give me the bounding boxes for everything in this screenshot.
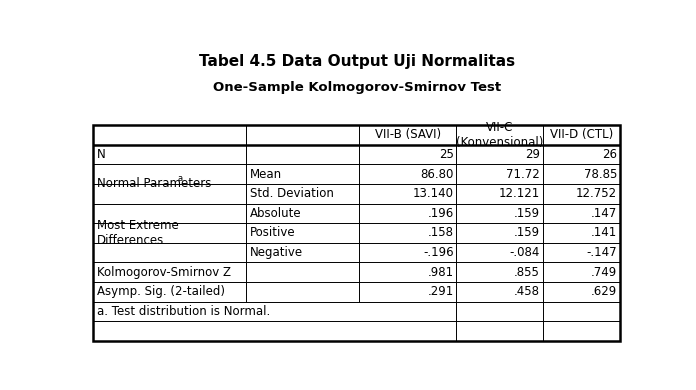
Text: .159: .159 xyxy=(514,207,540,220)
Text: 13.140: 13.140 xyxy=(413,187,454,200)
Text: Positive: Positive xyxy=(250,227,296,239)
Text: Negative: Negative xyxy=(250,246,303,259)
Text: .749: .749 xyxy=(591,266,617,279)
Text: .141: .141 xyxy=(591,227,617,239)
Text: VII-B (SAVI): VII-B (SAVI) xyxy=(375,128,441,141)
Text: 25: 25 xyxy=(439,148,454,161)
Text: Absolute: Absolute xyxy=(250,207,301,220)
Text: a: a xyxy=(177,174,182,183)
Text: Asymp. Sig. (2-tailed): Asymp. Sig. (2-tailed) xyxy=(97,285,226,298)
Text: Kolmogorov-Smirnov Z: Kolmogorov-Smirnov Z xyxy=(97,266,231,279)
Bar xyxy=(93,125,620,341)
Text: .981: .981 xyxy=(427,266,454,279)
Text: .158: .158 xyxy=(428,227,454,239)
Text: Mean: Mean xyxy=(250,168,282,181)
Text: VII-C
(Konvensional): VII-C (Konvensional) xyxy=(456,121,544,149)
Text: N: N xyxy=(97,148,106,161)
Text: Std. Deviation: Std. Deviation xyxy=(250,187,334,200)
Text: .291: .291 xyxy=(427,285,454,298)
Text: -.147: -.147 xyxy=(587,246,617,259)
Text: 26: 26 xyxy=(602,148,617,161)
Text: 78.85: 78.85 xyxy=(584,168,617,181)
Text: 29: 29 xyxy=(525,148,540,161)
Text: One-Sample Kolmogorov-Smirnov Test: One-Sample Kolmogorov-Smirnov Test xyxy=(213,82,500,94)
Text: .458: .458 xyxy=(514,285,540,298)
Text: .629: .629 xyxy=(591,285,617,298)
Text: .855: .855 xyxy=(514,266,540,279)
Text: .196: .196 xyxy=(427,207,454,220)
Text: 71.72: 71.72 xyxy=(507,168,540,181)
Text: 86.80: 86.80 xyxy=(420,168,454,181)
Text: VII-D (CTL): VII-D (CTL) xyxy=(550,128,613,141)
Text: 12.121: 12.121 xyxy=(499,187,540,200)
Text: Most Extreme
Differences: Most Extreme Differences xyxy=(97,219,179,247)
Text: -.196: -.196 xyxy=(423,246,454,259)
Text: Normal Parameters: Normal Parameters xyxy=(97,177,212,190)
Text: 12.752: 12.752 xyxy=(576,187,617,200)
Text: .147: .147 xyxy=(591,207,617,220)
Text: a. Test distribution is Normal.: a. Test distribution is Normal. xyxy=(97,305,271,318)
Text: .159: .159 xyxy=(514,227,540,239)
Text: Tabel 4.5 Data Output Uji Normalitas: Tabel 4.5 Data Output Uji Normalitas xyxy=(198,54,515,69)
Text: -.084: -.084 xyxy=(509,246,540,259)
